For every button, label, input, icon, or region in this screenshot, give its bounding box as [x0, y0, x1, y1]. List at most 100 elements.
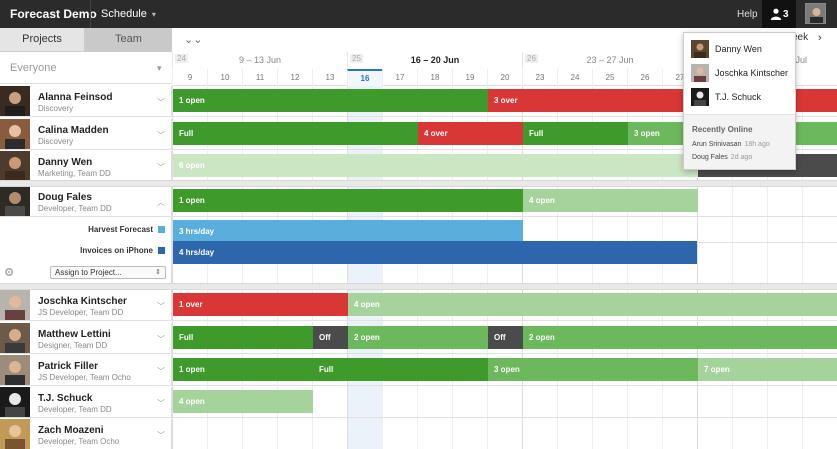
allocation-bar[interactable]: 2 open	[348, 326, 488, 349]
person-info[interactable]: Doug Fales Developer, Team DD ︿	[0, 186, 172, 216]
person-info[interactable]: Joschka Kintscher JS Developer, Team DD ﹀	[0, 290, 172, 320]
tab-team[interactable]: Team	[85, 28, 172, 51]
section-divider	[0, 180, 837, 187]
person-info[interactable]: Zach Moazeni Developer, Team Ocho ﹀	[0, 419, 172, 449]
project-name[interactable]: Invoices on iPhone	[80, 246, 153, 255]
person-info[interactable]: Alanna Feinsod Discovery ﹀	[0, 86, 172, 116]
allocation-bar[interactable]: 6 open	[173, 154, 698, 177]
allocation-bar[interactable]: 4 over	[418, 122, 523, 145]
person-info[interactable]: Patrick Filler JS Developer, Team Ocho ﹀	[0, 355, 172, 385]
recent-person[interactable]: Doug Fales 2d ago	[692, 154, 752, 161]
assign-project-select[interactable]: Assign to Project... ⇕	[50, 266, 166, 279]
avatar	[0, 419, 30, 449]
filter-value: Everyone	[10, 62, 57, 74]
help-link[interactable]: Help	[737, 9, 758, 20]
person-row: Patrick Filler JS Developer, Team Ocho ﹀ 1 …	[0, 355, 837, 386]
collapse-all-icon[interactable]: ⌄⌄	[184, 34, 203, 46]
allocation-bar[interactable]: 4 open	[348, 293, 837, 316]
person-info[interactable]: Matthew Lettini Designer, Team DD ﹀	[0, 323, 172, 353]
person-row: Doug Fales Developer, Team DD ︿ 1 open 4 ope…	[0, 186, 837, 217]
person-icon	[770, 8, 782, 20]
project-info: Invoices on iPhone	[0, 238, 172, 262]
schedule-menu[interactable]: Schedule ▾	[101, 8, 156, 20]
allocation-bar[interactable]: Full	[173, 326, 313, 349]
avatar	[691, 64, 709, 82]
online-person[interactable]: Joschka Kintscher	[691, 64, 793, 84]
allocation-bar[interactable]: 1 over	[173, 293, 348, 316]
project-name[interactable]: Harvest Forecast	[88, 225, 153, 234]
person-info[interactable]: T.J. Schuck Developer, Team DD ﹀	[0, 387, 172, 417]
avatar	[0, 186, 30, 216]
allocation-bar[interactable]: 7 open	[698, 358, 837, 381]
chevron-down-icon[interactable]: ﹀	[157, 431, 165, 440]
online-person-name: Joschka Kintscher	[715, 68, 789, 78]
person-role: Developer, Team DD	[38, 405, 112, 414]
allocation-bar[interactable]: 4 open	[523, 189, 698, 212]
person-info[interactable]: Danny Wen Marketing, Team DD ﹀	[0, 151, 172, 181]
person-role: Designer, Team DD	[38, 341, 108, 350]
chevron-down-icon[interactable]: ﹀	[157, 399, 165, 408]
top-bar: Forecast Demo Schedule ▾ Help 3	[0, 0, 837, 28]
chevron-down-icon[interactable]: ﹀	[157, 98, 165, 107]
avatar	[0, 290, 30, 320]
project-color-swatch	[158, 226, 165, 233]
online-people-button[interactable]: 3	[762, 0, 796, 28]
day-header-today: 16	[347, 69, 382, 86]
allocation-bar[interactable]: Full	[173, 122, 418, 145]
week-number: 26	[525, 54, 538, 63]
day-header: 17	[382, 69, 417, 86]
grid-line	[697, 86, 698, 449]
online-person[interactable]: T.J. Schuck	[691, 88, 793, 108]
allocation-bar[interactable]: 3 open	[488, 358, 698, 381]
person-name: Patrick Filler	[38, 361, 99, 372]
allocation-bar[interactable]: 4 open	[173, 390, 313, 413]
chevron-down-icon[interactable]: ﹀	[157, 302, 165, 311]
grid-line	[417, 86, 418, 449]
chevron-updown-icon: ⇕	[155, 269, 161, 276]
today-column-highlight	[347, 86, 382, 449]
day-header: 9	[172, 69, 207, 86]
avatar	[691, 40, 709, 58]
brand-title[interactable]: Forecast Demo	[10, 7, 97, 21]
allocation-bar[interactable]: 1 open	[173, 189, 523, 212]
online-count: 3	[783, 9, 789, 20]
people-filter-select[interactable]: Everyone ▾	[0, 52, 172, 84]
day-header: 13	[312, 69, 347, 86]
gear-icon[interactable]	[4, 267, 14, 277]
chevron-down-icon: ▾	[157, 63, 162, 73]
week-view-button[interactable]: eek	[792, 32, 809, 43]
online-person[interactable]: Danny Wen	[691, 40, 793, 60]
week-range-label: 16 – 20 Jun	[410, 55, 460, 65]
avatar	[0, 151, 30, 181]
chevron-down-icon[interactable]: ﹀	[157, 163, 165, 172]
grid-line	[242, 86, 243, 449]
chevron-right-icon[interactable]: ›	[818, 32, 822, 44]
person-info[interactable]: Calina Madden Discovery ﹀	[0, 119, 172, 149]
week-header-cell: 25 16 – 20 Jun	[347, 52, 522, 68]
person-row: Joschka Kintscher JS Developer, Team DD ﹀ 1…	[0, 290, 837, 321]
allocation-bar[interactable]: Full	[523, 122, 628, 145]
person-role: Developer, Team Ocho	[38, 437, 120, 446]
online-person-name: T.J. Schuck	[715, 92, 762, 102]
project-allocation-bar[interactable]: 4 hrs/day	[173, 241, 697, 264]
allocation-bar[interactable]: Full	[313, 358, 488, 381]
allocation-bar[interactable]: 1 open	[173, 358, 313, 381]
user-avatar[interactable]	[805, 3, 826, 24]
tab-projects[interactable]: Projects	[0, 28, 85, 51]
chevron-up-icon[interactable]: ︿	[157, 198, 165, 207]
project-allocation-bar[interactable]: 3 hrs/day	[173, 220, 523, 243]
chevron-down-icon[interactable]: ﹀	[157, 367, 165, 376]
chevron-down-icon[interactable]: ﹀	[157, 335, 165, 344]
grid-line	[557, 86, 558, 449]
avatar	[691, 88, 709, 106]
allocation-bar[interactable]: 1 open	[173, 89, 488, 112]
grid-line	[347, 86, 348, 449]
allocation-bar[interactable]: 2 open	[523, 326, 837, 349]
chevron-down-icon[interactable]: ﹀	[157, 131, 165, 140]
recently-online-heading: Recently Online	[692, 125, 753, 134]
day-header: 23	[522, 69, 557, 86]
recent-person[interactable]: Arun Srinivasan 18h ago	[692, 141, 770, 148]
grid-line	[662, 86, 663, 449]
allocation-bar[interactable]: Off	[313, 326, 348, 349]
allocation-bar[interactable]: Off	[488, 326, 523, 349]
